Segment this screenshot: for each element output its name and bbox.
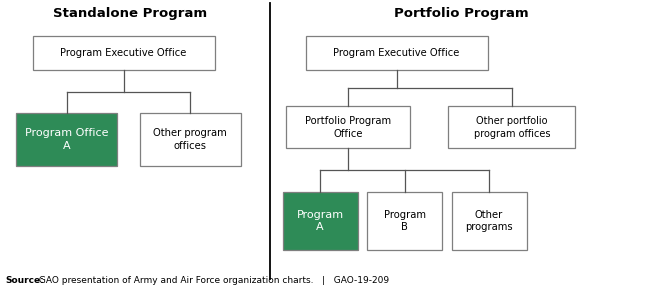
Text: Portfolio Program
Office: Portfolio Program Office <box>305 116 391 139</box>
Text: Program Executive Office: Program Executive Office <box>60 48 187 58</box>
FancyBboxPatch shape <box>32 36 215 70</box>
FancyBboxPatch shape <box>16 113 117 166</box>
Text: Program
A: Program A <box>296 210 344 232</box>
Text: Program Executive Office: Program Executive Office <box>333 48 460 58</box>
Text: Portfolio Program: Portfolio Program <box>394 7 529 20</box>
Text: GAO presentation of Army and Air Force organization charts.   |   GAO-19-209: GAO presentation of Army and Air Force o… <box>36 276 389 285</box>
FancyBboxPatch shape <box>452 192 526 250</box>
FancyBboxPatch shape <box>367 192 442 250</box>
Text: Other
programs: Other programs <box>465 210 513 232</box>
FancyBboxPatch shape <box>283 192 358 250</box>
Text: Program Office
A: Program Office A <box>25 129 109 151</box>
FancyBboxPatch shape <box>140 113 240 166</box>
FancyBboxPatch shape <box>306 36 488 70</box>
Text: Program
B: Program B <box>384 210 426 232</box>
Text: Other program
offices: Other program offices <box>153 129 227 151</box>
FancyBboxPatch shape <box>286 106 410 148</box>
Text: Source:: Source: <box>5 276 44 285</box>
Text: Standalone Program: Standalone Program <box>53 7 207 20</box>
FancyBboxPatch shape <box>448 106 575 148</box>
Text: Other portfolio
program offices: Other portfolio program offices <box>474 116 550 139</box>
